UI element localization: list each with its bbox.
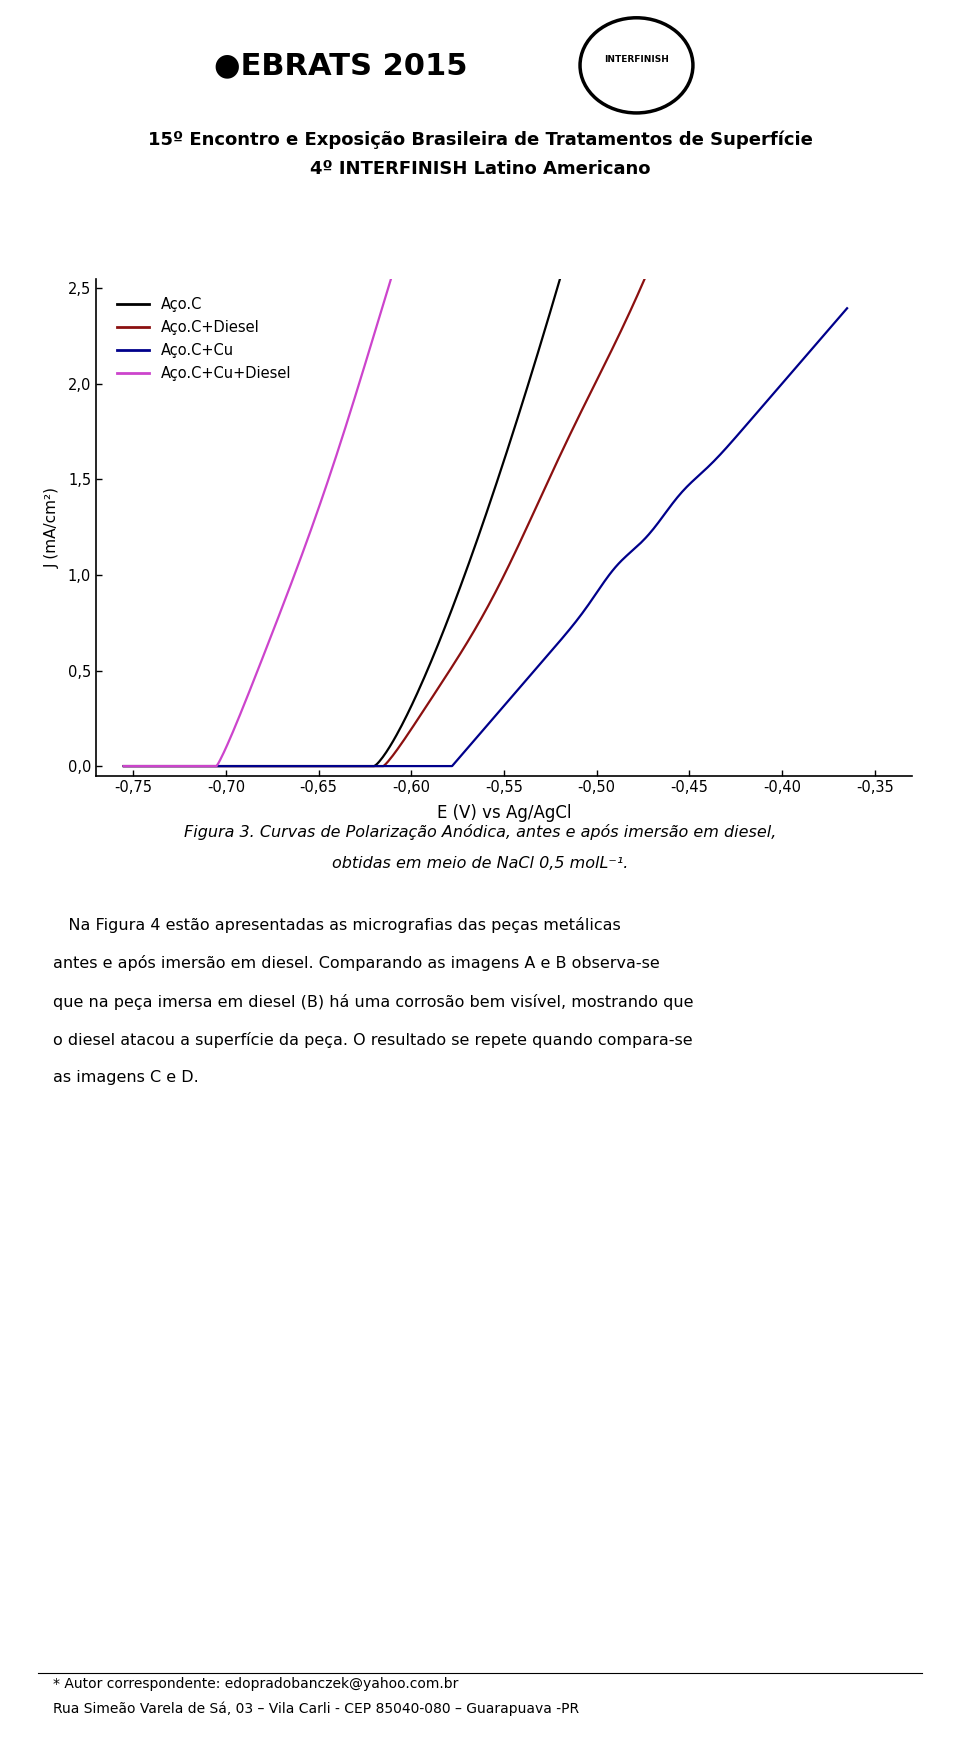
Text: 15º Encontro e Exposição Brasileira de Tratamentos de Superfície: 15º Encontro e Exposição Brasileira de T… xyxy=(148,131,812,150)
Text: Na Figura 4 estão apresentadas as micrografias das peças metálicas: Na Figura 4 estão apresentadas as microg… xyxy=(53,917,620,933)
Y-axis label: J (mA/cm²): J (mA/cm²) xyxy=(44,486,60,568)
Text: antes e após imersão em diesel. Comparando as imagens A e B observa-se: antes e após imersão em diesel. Comparan… xyxy=(53,955,660,971)
Text: INTERFINISH: INTERFINISH xyxy=(604,56,669,64)
Text: Rua Simeão Varela de Sá, 03 – Vila Carli - CEP 85040-080 – Guarapuava -PR: Rua Simeão Varela de Sá, 03 – Vila Carli… xyxy=(53,1701,579,1715)
Text: o diesel atacou a superfície da peça. O resultado se repete quando compara-se: o diesel atacou a superfície da peça. O … xyxy=(53,1032,692,1048)
Text: ●EBRATS 2015: ●EBRATS 2015 xyxy=(214,51,468,80)
Text: Figura 3. Curvas de Polarização Anódica, antes e após imersão em diesel,: Figura 3. Curvas de Polarização Anódica,… xyxy=(183,824,777,840)
Text: obtidas em meio de NaCl 0,5 molL⁻¹.: obtidas em meio de NaCl 0,5 molL⁻¹. xyxy=(332,856,628,872)
Text: que na peça imersa em diesel (B) há uma corrosão bem visível, mostrando que: que na peça imersa em diesel (B) há uma … xyxy=(53,994,693,1009)
Legend: Aço.C, Aço.C+Diesel, Aço.C+Cu, Aço.C+Cu+Diesel: Aço.C, Aço.C+Diesel, Aço.C+Cu, Aço.C+Cu+… xyxy=(111,291,298,387)
X-axis label: E (V) vs Ag/AgCl: E (V) vs Ag/AgCl xyxy=(437,804,571,823)
Text: as imagens C e D.: as imagens C e D. xyxy=(53,1070,199,1086)
Text: * Autor correspondente: edopradobanczek@yahoo.com.br: * Autor correspondente: edopradobanczek@… xyxy=(53,1677,458,1691)
Text: 4º INTERFINISH Latino Americano: 4º INTERFINISH Latino Americano xyxy=(310,160,650,178)
